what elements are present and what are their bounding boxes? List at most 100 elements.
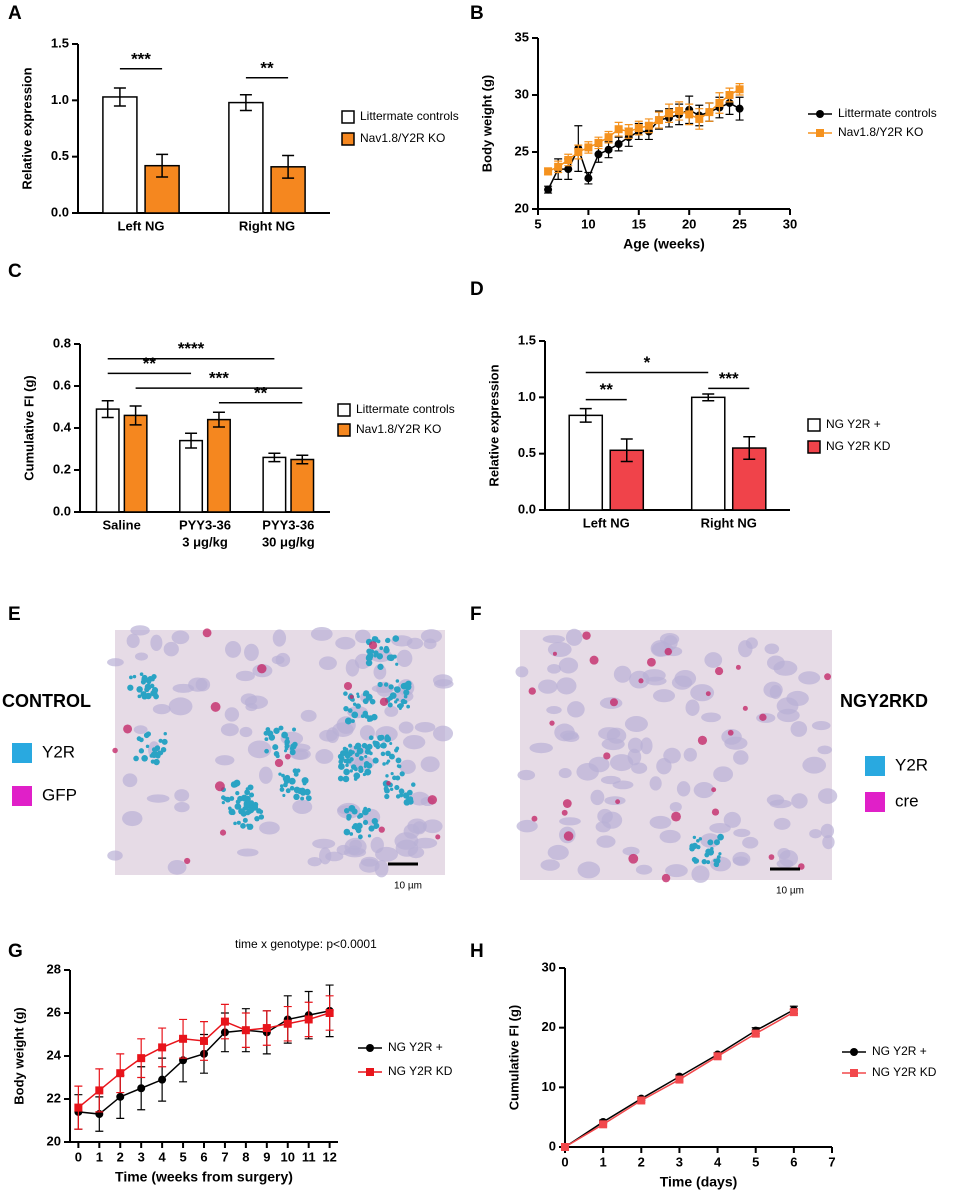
- nucleus: [517, 769, 536, 781]
- nucleus: [538, 679, 558, 694]
- nucleus: [674, 669, 697, 688]
- nucleus: [126, 633, 140, 649]
- red-signal: [727, 729, 734, 736]
- y-axis-label: Body weight (g): [479, 75, 494, 173]
- nucleus: [742, 836, 759, 849]
- y2r-signal: [224, 796, 231, 803]
- nucleus: [802, 756, 827, 774]
- nucleus: [704, 652, 723, 668]
- y2r-signal: [272, 744, 279, 751]
- nucleus: [174, 789, 190, 802]
- y2r-signal: [375, 744, 381, 750]
- nucleus: [319, 729, 338, 742]
- red-signal: [705, 691, 711, 697]
- nucleus: [516, 819, 538, 833]
- y-tick-label: 20: [542, 1019, 556, 1034]
- legend-swatch: [337, 423, 351, 437]
- nucleus: [310, 626, 333, 641]
- y2r-signal: [349, 832, 354, 836]
- y2r-signal: [372, 740, 377, 745]
- y2r-signal: [373, 822, 380, 829]
- panel-label: H: [470, 941, 484, 962]
- y-tick-label: 1.0: [518, 389, 536, 404]
- x-tick-label: Saline: [103, 517, 141, 532]
- y2r-signal: [240, 794, 248, 802]
- nucleus: [239, 726, 253, 738]
- y2r-signal: [385, 750, 391, 757]
- y-tick-label: 0.0: [51, 204, 69, 219]
- y-tick-label: 0.2: [53, 461, 71, 476]
- marker: [304, 1015, 313, 1024]
- y2r-signal: [359, 756, 364, 760]
- y2r-signal: [284, 744, 289, 749]
- x-tick-label: 0: [75, 1149, 82, 1164]
- nucleus: [817, 745, 833, 755]
- significance-label: **: [600, 380, 614, 399]
- y2r-signal: [717, 833, 724, 841]
- y2r-signal: [252, 801, 259, 808]
- nucleus: [423, 638, 437, 650]
- legend-label: NG Y2R KD: [872, 1065, 937, 1079]
- y2r-signal: [132, 674, 137, 679]
- nucleus: [721, 729, 742, 745]
- y2r-signal: [364, 754, 368, 758]
- marker: [715, 98, 724, 107]
- y2r-signal: [362, 808, 369, 816]
- y-tick-label: 0.5: [51, 148, 69, 163]
- nucleus: [811, 721, 831, 731]
- legend-marker: [366, 1068, 374, 1076]
- y2r-signal: [362, 819, 369, 825]
- y2r-signal: [366, 652, 374, 660]
- y2r-signal: [347, 708, 353, 713]
- nucleus: [420, 756, 440, 773]
- marker: [544, 185, 553, 194]
- red-signal: [123, 724, 133, 734]
- y2r-signal: [399, 792, 404, 798]
- x-tick-label: 0: [561, 1154, 568, 1169]
- legend-marker: [816, 129, 824, 137]
- y2r-signal: [146, 679, 152, 685]
- marker: [95, 1086, 104, 1095]
- nucleus: [224, 707, 240, 722]
- x-tick-label: 8: [242, 1149, 249, 1164]
- x-tick-label: 5: [534, 216, 541, 231]
- y-tick-label: 30: [515, 86, 529, 101]
- y-tick-label: 25: [515, 143, 529, 158]
- y2r-signal: [384, 793, 390, 800]
- panel-label: E: [8, 604, 21, 625]
- nucleus: [577, 861, 601, 879]
- x-tick-label: 3: [676, 1154, 683, 1169]
- legend-label: GFP: [42, 785, 77, 804]
- y2r-signal: [367, 834, 372, 838]
- y2r-signal: [403, 694, 408, 699]
- y2r-signal: [161, 738, 168, 745]
- significance-label: *: [644, 353, 651, 372]
- marker: [325, 1009, 334, 1017]
- nucleus: [693, 782, 715, 799]
- y2r-signal: [383, 645, 389, 651]
- nucleus: [598, 727, 621, 740]
- y2r-signal: [141, 754, 148, 762]
- y2r-signal: [371, 636, 379, 643]
- y2r-signal: [279, 784, 284, 788]
- y2r-signal: [365, 659, 373, 667]
- x-tick-label: 10: [281, 1149, 295, 1164]
- y2r-signal: [362, 710, 369, 717]
- nucleus: [723, 811, 741, 828]
- significance-label: ***: [209, 369, 229, 388]
- red-signal: [531, 815, 538, 822]
- nucleus: [259, 766, 273, 784]
- y2r-signal: [249, 800, 255, 806]
- nucleus: [733, 750, 749, 765]
- y2r-signal: [377, 663, 384, 670]
- y2r-signal: [245, 787, 249, 791]
- y2r-signal: [133, 755, 139, 762]
- nucleus: [215, 755, 235, 766]
- y2r-signal: [354, 825, 360, 831]
- y2r-signal: [247, 784, 254, 791]
- y2r-signal: [355, 703, 361, 709]
- x-tick-label: 6: [200, 1149, 207, 1164]
- nucleus: [122, 773, 138, 788]
- significance-label: **: [254, 383, 268, 402]
